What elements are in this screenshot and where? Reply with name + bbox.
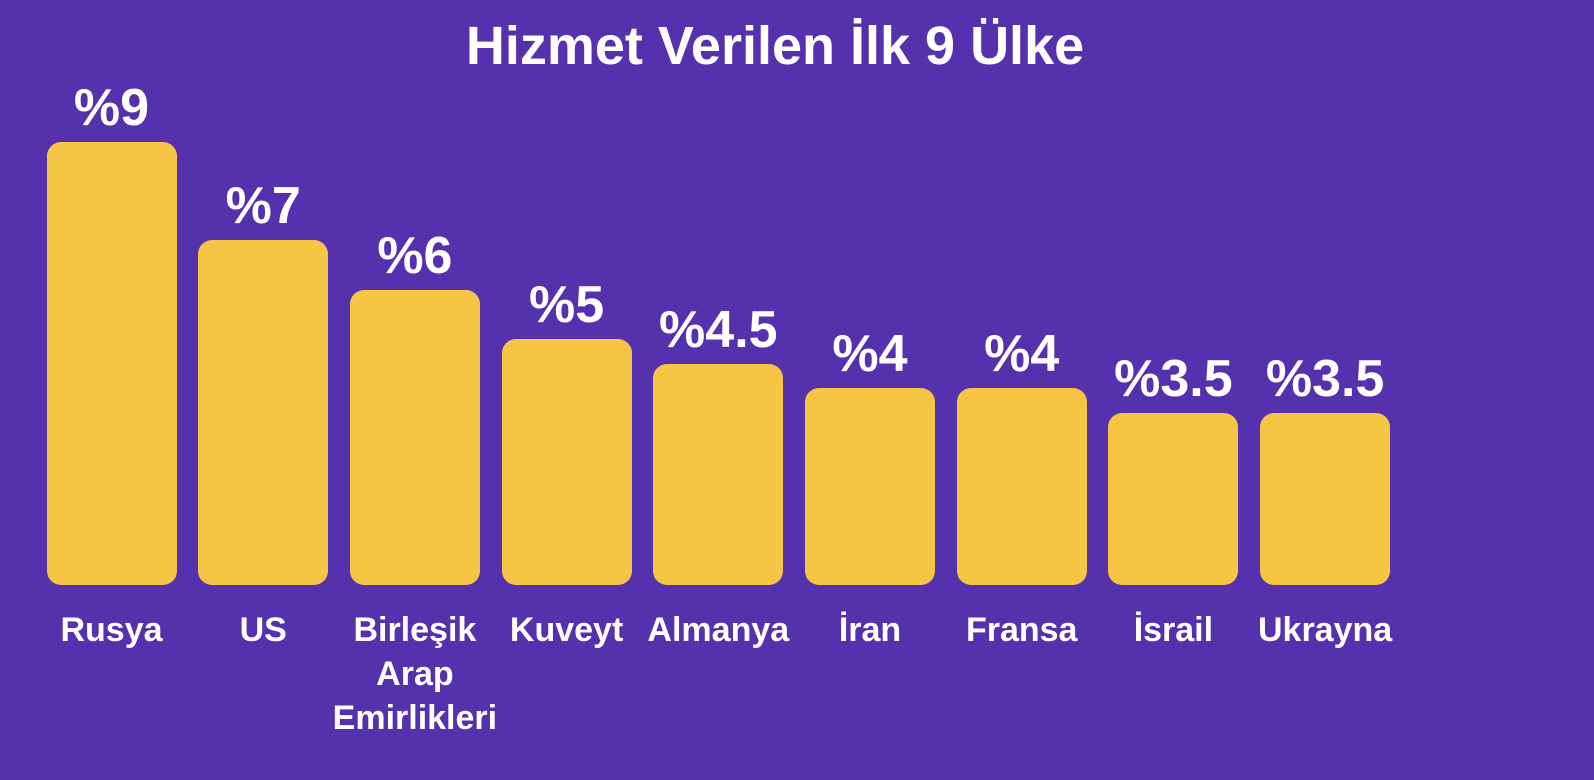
x-tick-label: İran [838, 611, 902, 649]
x-tick-label: Rusya [60, 611, 163, 649]
value-label: %9 [73, 79, 150, 137]
value-label: %5 [529, 275, 605, 334]
x-tick-label: Almanya [647, 611, 790, 649]
x-tick-label: Kuveyt [509, 611, 624, 649]
bar [1260, 412, 1391, 585]
value-label: %3.5 [1265, 349, 1385, 408]
bar [653, 363, 784, 585]
x-tick-label: US [239, 611, 287, 649]
value-label: %7 [225, 177, 301, 236]
value-label: %6 [377, 226, 453, 285]
chart-title: Hizmet Verilen İlk 9 Ülke [465, 16, 1085, 76]
bar [198, 240, 329, 585]
bar [46, 142, 177, 585]
x-tick-label: Ukrayna [1257, 611, 1393, 649]
x-tick-label: İsrail [1133, 611, 1214, 649]
bar [349, 289, 480, 585]
bar [1108, 412, 1239, 585]
value-label: %4 [984, 325, 1060, 384]
bar [956, 388, 1087, 585]
value-label: %4 [832, 325, 908, 384]
bar [805, 388, 935, 585]
x-tick-label: Fransa [965, 611, 1078, 649]
bar [501, 338, 632, 585]
x-tick-label: Birleşik Arap Emirlikleri [332, 611, 498, 737]
value-label: %3.5 [1114, 349, 1233, 408]
value-label: %4.5 [659, 300, 778, 359]
